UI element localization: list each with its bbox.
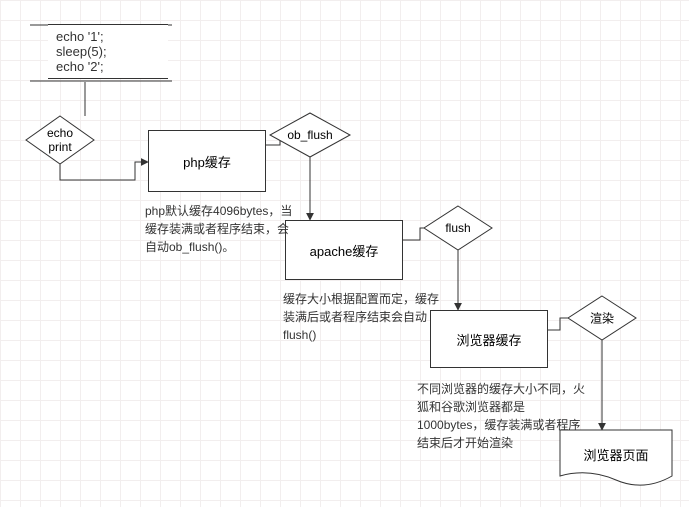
- php_note: php默认缓存4096bytes，当缓存装满或者程序结束，会自动ob_flush…: [145, 202, 295, 256]
- echo_print-diamond: echo print: [26, 116, 94, 164]
- ob_flush-label: ob_flush: [287, 128, 332, 142]
- browser_cache-box: 浏览器缓存: [430, 310, 548, 368]
- apache_cache-box: apache缓存: [285, 220, 403, 280]
- code-block: echo '1';sleep(5);echo '2';: [48, 24, 168, 82]
- apache_cache-label: apache缓存: [310, 241, 379, 260]
- php_cache-label: php缓存: [183, 152, 231, 171]
- browser_cache-label: 浏览器缓存: [456, 330, 521, 349]
- code-line: echo '1';: [56, 29, 160, 44]
- render-label: 渲染: [590, 310, 614, 327]
- php_cache-box: php缓存: [148, 130, 266, 192]
- php_note-text: php默认缓存4096bytes，当缓存装满或者程序结束，会自动ob_flush…: [145, 204, 292, 254]
- browser_note-text: 不同浏览器的缓存大小不同，火狐和谷歌浏览器都是1000bytes，缓存装满或者程…: [417, 382, 585, 450]
- apache_note-text: 缓存大小根据配置而定，缓存装满后或者程序结束会自动flush(): [283, 292, 439, 342]
- apache_note: 缓存大小根据配置而定，缓存装满后或者程序结束会自动flush(): [283, 290, 443, 344]
- browser_page-label: 浏览器页面: [583, 445, 648, 464]
- browser_note: 不同浏览器的缓存大小不同，火狐和谷歌浏览器都是1000bytes，缓存装满或者程…: [417, 380, 587, 452]
- ob_flush-diamond: ob_flush: [270, 113, 350, 157]
- flush-diamond: flush: [424, 206, 492, 250]
- diagram-canvas: echo '1';sleep(5);echo '2'; echo print php…: [0, 0, 689, 507]
- render-diamond: 渲染: [568, 296, 636, 340]
- flush-label: flush: [445, 221, 470, 235]
- code-line: echo '2';: [56, 59, 160, 74]
- echo_print-label: echo print: [47, 126, 73, 154]
- code-line: sleep(5);: [56, 44, 160, 59]
